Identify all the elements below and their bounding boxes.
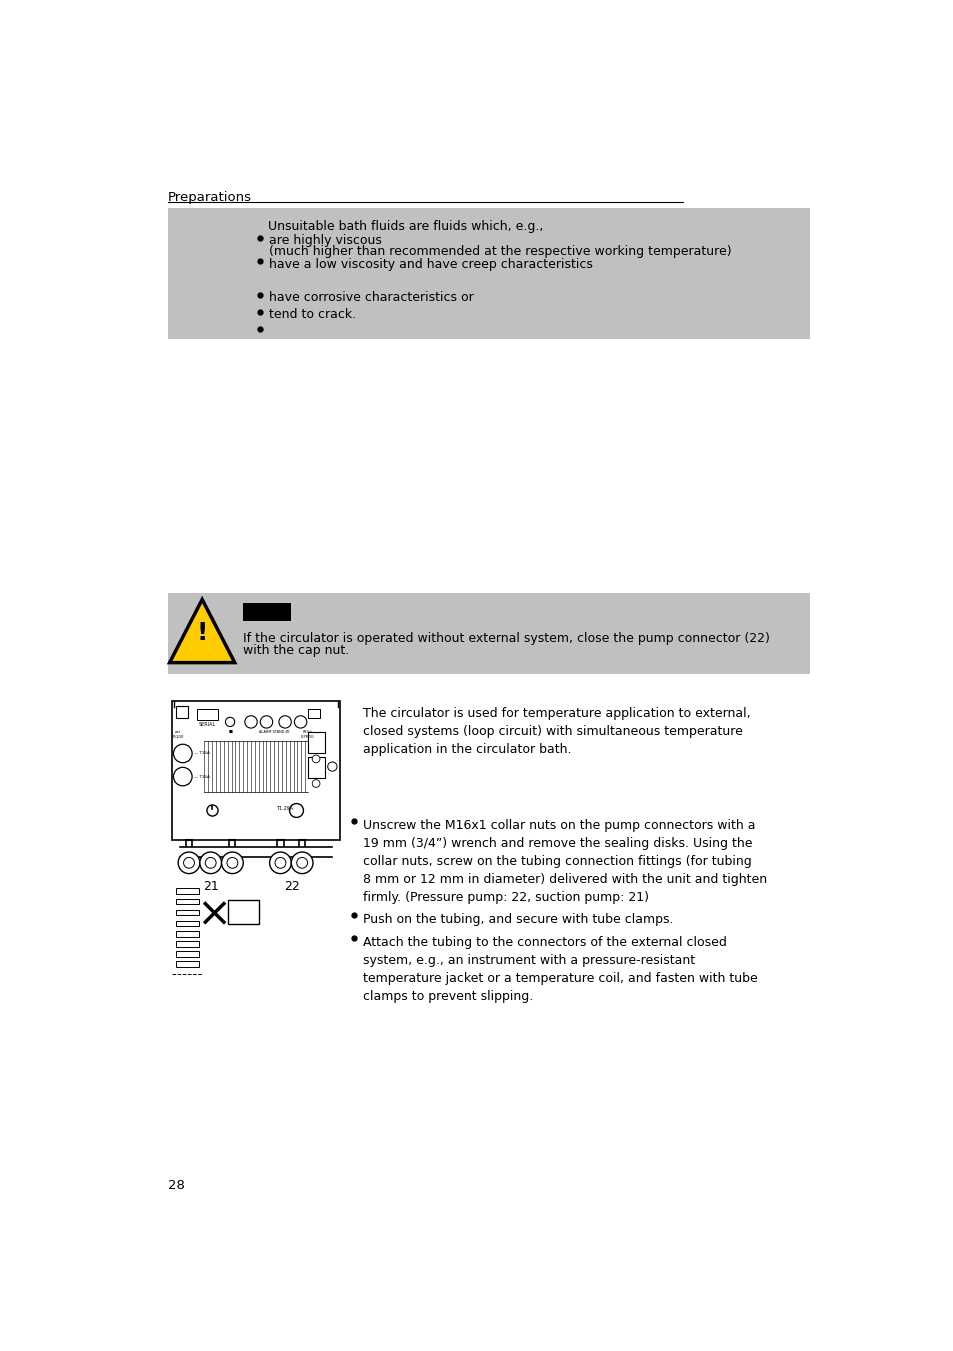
Bar [175, 920, 199, 925]
Circle shape [205, 858, 216, 869]
Circle shape [221, 852, 243, 874]
Text: ALARM STAND-BY: ALARM STAND-BY [258, 731, 290, 735]
Circle shape [173, 744, 192, 763]
Text: Unscrew the M16x1 collar nuts on the pump connectors with a
19 mm (3/4”) wrench : Unscrew the M16x1 collar nuts on the pum… [363, 819, 767, 904]
Text: !: ! [196, 621, 208, 646]
Circle shape [294, 716, 307, 728]
Text: with the cap nut.: with the cap nut. [243, 644, 349, 657]
Bar [168, 208, 809, 339]
Text: Push on the tubing, and secure with tube clamps.: Push on the tubing, and secure with tube… [363, 913, 673, 925]
Circle shape [227, 858, 237, 869]
Text: ■: ■ [228, 731, 232, 735]
Bar [175, 931, 199, 936]
Bar [307, 757, 324, 778]
Circle shape [291, 852, 313, 874]
Circle shape [278, 716, 291, 728]
Bar [175, 942, 199, 947]
Circle shape [312, 780, 319, 788]
Text: 22: 22 [284, 880, 299, 893]
Circle shape [312, 755, 319, 763]
Text: Attach the tubing to the connectors of the external closed
system, e.g., an inst: Attach the tubing to the connectors of t… [363, 936, 758, 1002]
Circle shape [178, 852, 199, 874]
Circle shape [225, 717, 234, 727]
Circle shape [173, 767, 192, 786]
Text: 28: 28 [168, 1178, 185, 1192]
Bar [175, 909, 199, 915]
Bar [307, 709, 319, 719]
Text: 21: 21 [203, 880, 218, 893]
Circle shape [296, 858, 307, 869]
Circle shape [199, 852, 221, 874]
Text: Preparations: Preparations [168, 192, 252, 204]
Bar [175, 705, 188, 719]
Circle shape [260, 716, 273, 728]
Bar [175, 951, 199, 957]
Text: — T16A: — T16A [193, 774, 210, 778]
Text: ext
Pt100: ext Pt100 [172, 731, 184, 739]
Circle shape [245, 716, 257, 728]
Bar [175, 898, 199, 904]
Text: have a low viscosity and have creep characteristics: have a low viscosity and have creep char… [269, 258, 592, 270]
Text: (much higher than recommended at the respective working temperature): (much higher than recommended at the res… [269, 246, 731, 258]
Circle shape [270, 852, 291, 874]
Text: are highly viscous: are highly viscous [269, 235, 381, 247]
Bar [175, 888, 199, 893]
Bar [168, 593, 809, 674]
Bar [307, 732, 324, 754]
Text: have corrosive characteristics or: have corrosive characteristics or [269, 292, 473, 304]
Text: If the circulator is operated without external system, close the pump connector : If the circulator is operated without ex… [243, 632, 769, 644]
Text: T1.29A: T1.29A [275, 807, 293, 812]
Text: REG+
E-PROG: REG+ E-PROG [300, 731, 314, 739]
Text: SERIAL: SERIAL [199, 723, 216, 727]
Bar [243, 603, 291, 621]
Circle shape [183, 858, 194, 869]
Polygon shape [170, 600, 234, 662]
Text: Unsuitable bath fluids are fluids which, e.g.,: Unsuitable bath fluids are fluids which,… [268, 220, 543, 232]
Text: The circulator is used for temperature application to external,
closed systems (: The circulator is used for temperature a… [363, 708, 750, 757]
Bar [172, 701, 340, 840]
Circle shape [328, 762, 336, 771]
Circle shape [274, 858, 286, 869]
Text: — T16A: — T16A [193, 751, 210, 755]
Bar [228, 900, 258, 924]
Bar [196, 709, 218, 720]
Text: tend to crack.: tend to crack. [269, 308, 355, 322]
Bar [175, 962, 199, 967]
